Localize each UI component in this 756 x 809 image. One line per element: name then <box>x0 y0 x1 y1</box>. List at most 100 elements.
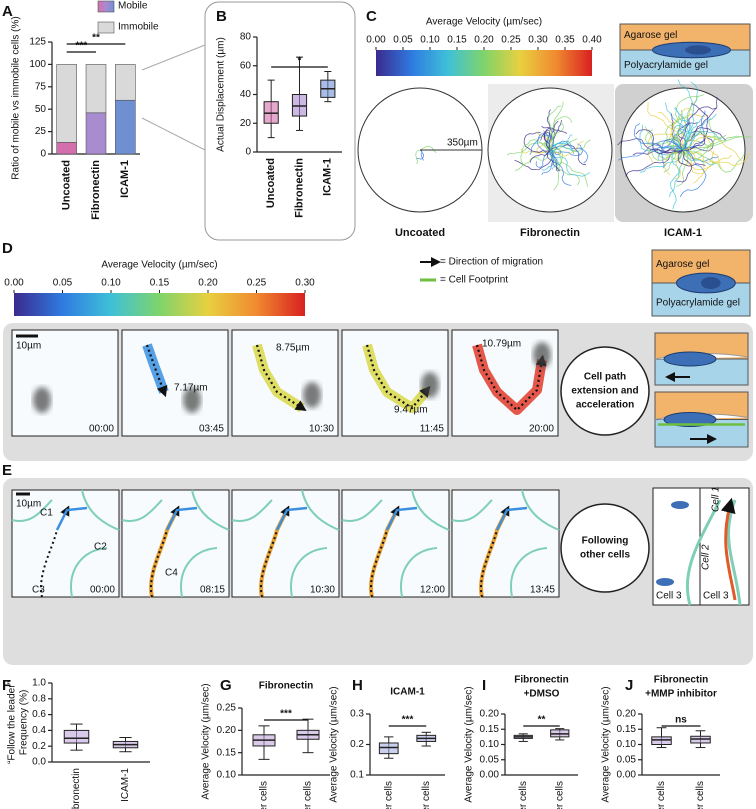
colorbar-tick-label: 0.00 <box>366 35 386 46</box>
significance: ** <box>92 33 100 44</box>
y-tick-label: 0.00 <box>480 770 500 781</box>
colorbar-tick-label: 0.05 <box>393 35 413 46</box>
cell-blob <box>421 372 439 398</box>
label: C3 <box>32 585 45 596</box>
trail <box>451 499 493 522</box>
chart-title: +MMP inhibitor <box>645 689 717 700</box>
time: 00:00 <box>89 424 114 435</box>
follow-path <box>259 509 289 598</box>
zoom-lines <box>141 44 206 151</box>
condition-label: ICAM-1 <box>664 227 702 239</box>
track <box>682 135 741 151</box>
cell <box>663 351 717 367</box>
label: 350µm <box>447 138 478 149</box>
panel-label: G <box>220 677 232 694</box>
colorbar-tick-label: 0.05 <box>53 278 73 289</box>
leader-trail <box>495 506 528 531</box>
label: Cell 3 <box>703 591 729 602</box>
bar-segment <box>85 64 107 114</box>
chart-title: ICAM-1 <box>390 687 425 698</box>
trail <box>231 499 273 522</box>
y-tick-label: 0 <box>245 147 251 158</box>
track <box>682 135 743 162</box>
panel-label: E <box>2 462 12 479</box>
track <box>529 134 555 155</box>
box <box>651 736 672 745</box>
track <box>682 133 723 170</box>
y-tick-label: 75 <box>35 81 47 92</box>
label: Cell 3 <box>656 591 682 602</box>
y-tick-label: 0.10 <box>480 739 500 750</box>
colorbar <box>14 293 305 316</box>
colorbar-tick-label: 0.10 <box>420 35 440 46</box>
label: 10µm <box>16 499 41 510</box>
y-tick-label: 0.4 <box>32 725 46 736</box>
track <box>549 134 573 151</box>
label: Polyacrylamide gel <box>656 297 740 308</box>
label: 10µm <box>16 341 41 352</box>
track <box>670 149 686 210</box>
trail <box>301 489 340 531</box>
y-tick-label: 25 <box>35 126 47 137</box>
label: C1 <box>40 508 53 519</box>
y-tick-label: 0.6 <box>32 709 46 720</box>
bar-segment <box>56 142 77 155</box>
label: Agarose gel <box>656 259 709 270</box>
x-tick-label: Leader cells <box>383 781 394 809</box>
track <box>523 131 551 153</box>
track <box>682 117 716 156</box>
x-tick-label: Uncoated <box>61 160 73 210</box>
track <box>633 123 684 151</box>
track <box>676 149 689 187</box>
time: 10:30 <box>310 585 335 596</box>
label: C4 <box>165 568 178 579</box>
track <box>543 130 551 151</box>
label: extension and <box>571 386 638 397</box>
colorbar-tick-label: 0.00 <box>4 278 24 289</box>
cell <box>671 501 689 509</box>
trail <box>400 547 438 598</box>
y-tick-label: 125 <box>29 37 46 48</box>
significance: ** <box>538 715 546 726</box>
chart-title: Fibronectin <box>514 675 568 686</box>
x-tick-label: ICAM-1 <box>120 768 131 802</box>
frame <box>341 489 450 598</box>
bar-segment <box>115 99 136 155</box>
cell-blob <box>303 382 321 408</box>
time: 00:00 <box>90 585 115 596</box>
frame <box>341 329 449 437</box>
track <box>415 149 421 165</box>
direction <box>255 344 307 411</box>
track <box>679 149 707 198</box>
track <box>530 149 551 163</box>
colorbar-tick-label: 0.20 <box>198 278 218 289</box>
label: C2 <box>94 542 107 553</box>
track <box>679 106 718 151</box>
diagram-label: Cell 1 <box>711 486 722 512</box>
y-axis-label: Frequency (%) <box>19 690 30 756</box>
track <box>419 149 425 161</box>
track <box>549 145 581 155</box>
x-tick-label: Leader cells <box>656 781 667 809</box>
x-tick-label: Fibronectin <box>293 158 305 218</box>
trail <box>290 547 328 598</box>
y-tick-label: 0.1 <box>350 770 364 781</box>
track <box>682 113 717 151</box>
follow-path <box>369 509 399 598</box>
x-tick-label: Follower cells <box>554 781 565 809</box>
condition-label: Fibronectin <box>520 227 580 239</box>
y-tick-label: 0.8 <box>32 693 46 704</box>
time: 10:30 <box>309 424 334 435</box>
trail <box>180 547 218 598</box>
frame-bg <box>121 489 230 598</box>
y-axis-label: Average Velocity (µm/sec) <box>201 683 212 799</box>
legend-label: Immobile <box>118 22 159 33</box>
colorbar-tick-label: 0.25 <box>501 35 521 46</box>
y-tick-label: 0.0 <box>32 757 46 768</box>
frame-bg <box>11 329 119 437</box>
y-tick-label: 1.0 <box>32 678 46 689</box>
colorbar <box>376 50 592 76</box>
cell-blob <box>33 387 51 413</box>
frame <box>121 489 230 598</box>
